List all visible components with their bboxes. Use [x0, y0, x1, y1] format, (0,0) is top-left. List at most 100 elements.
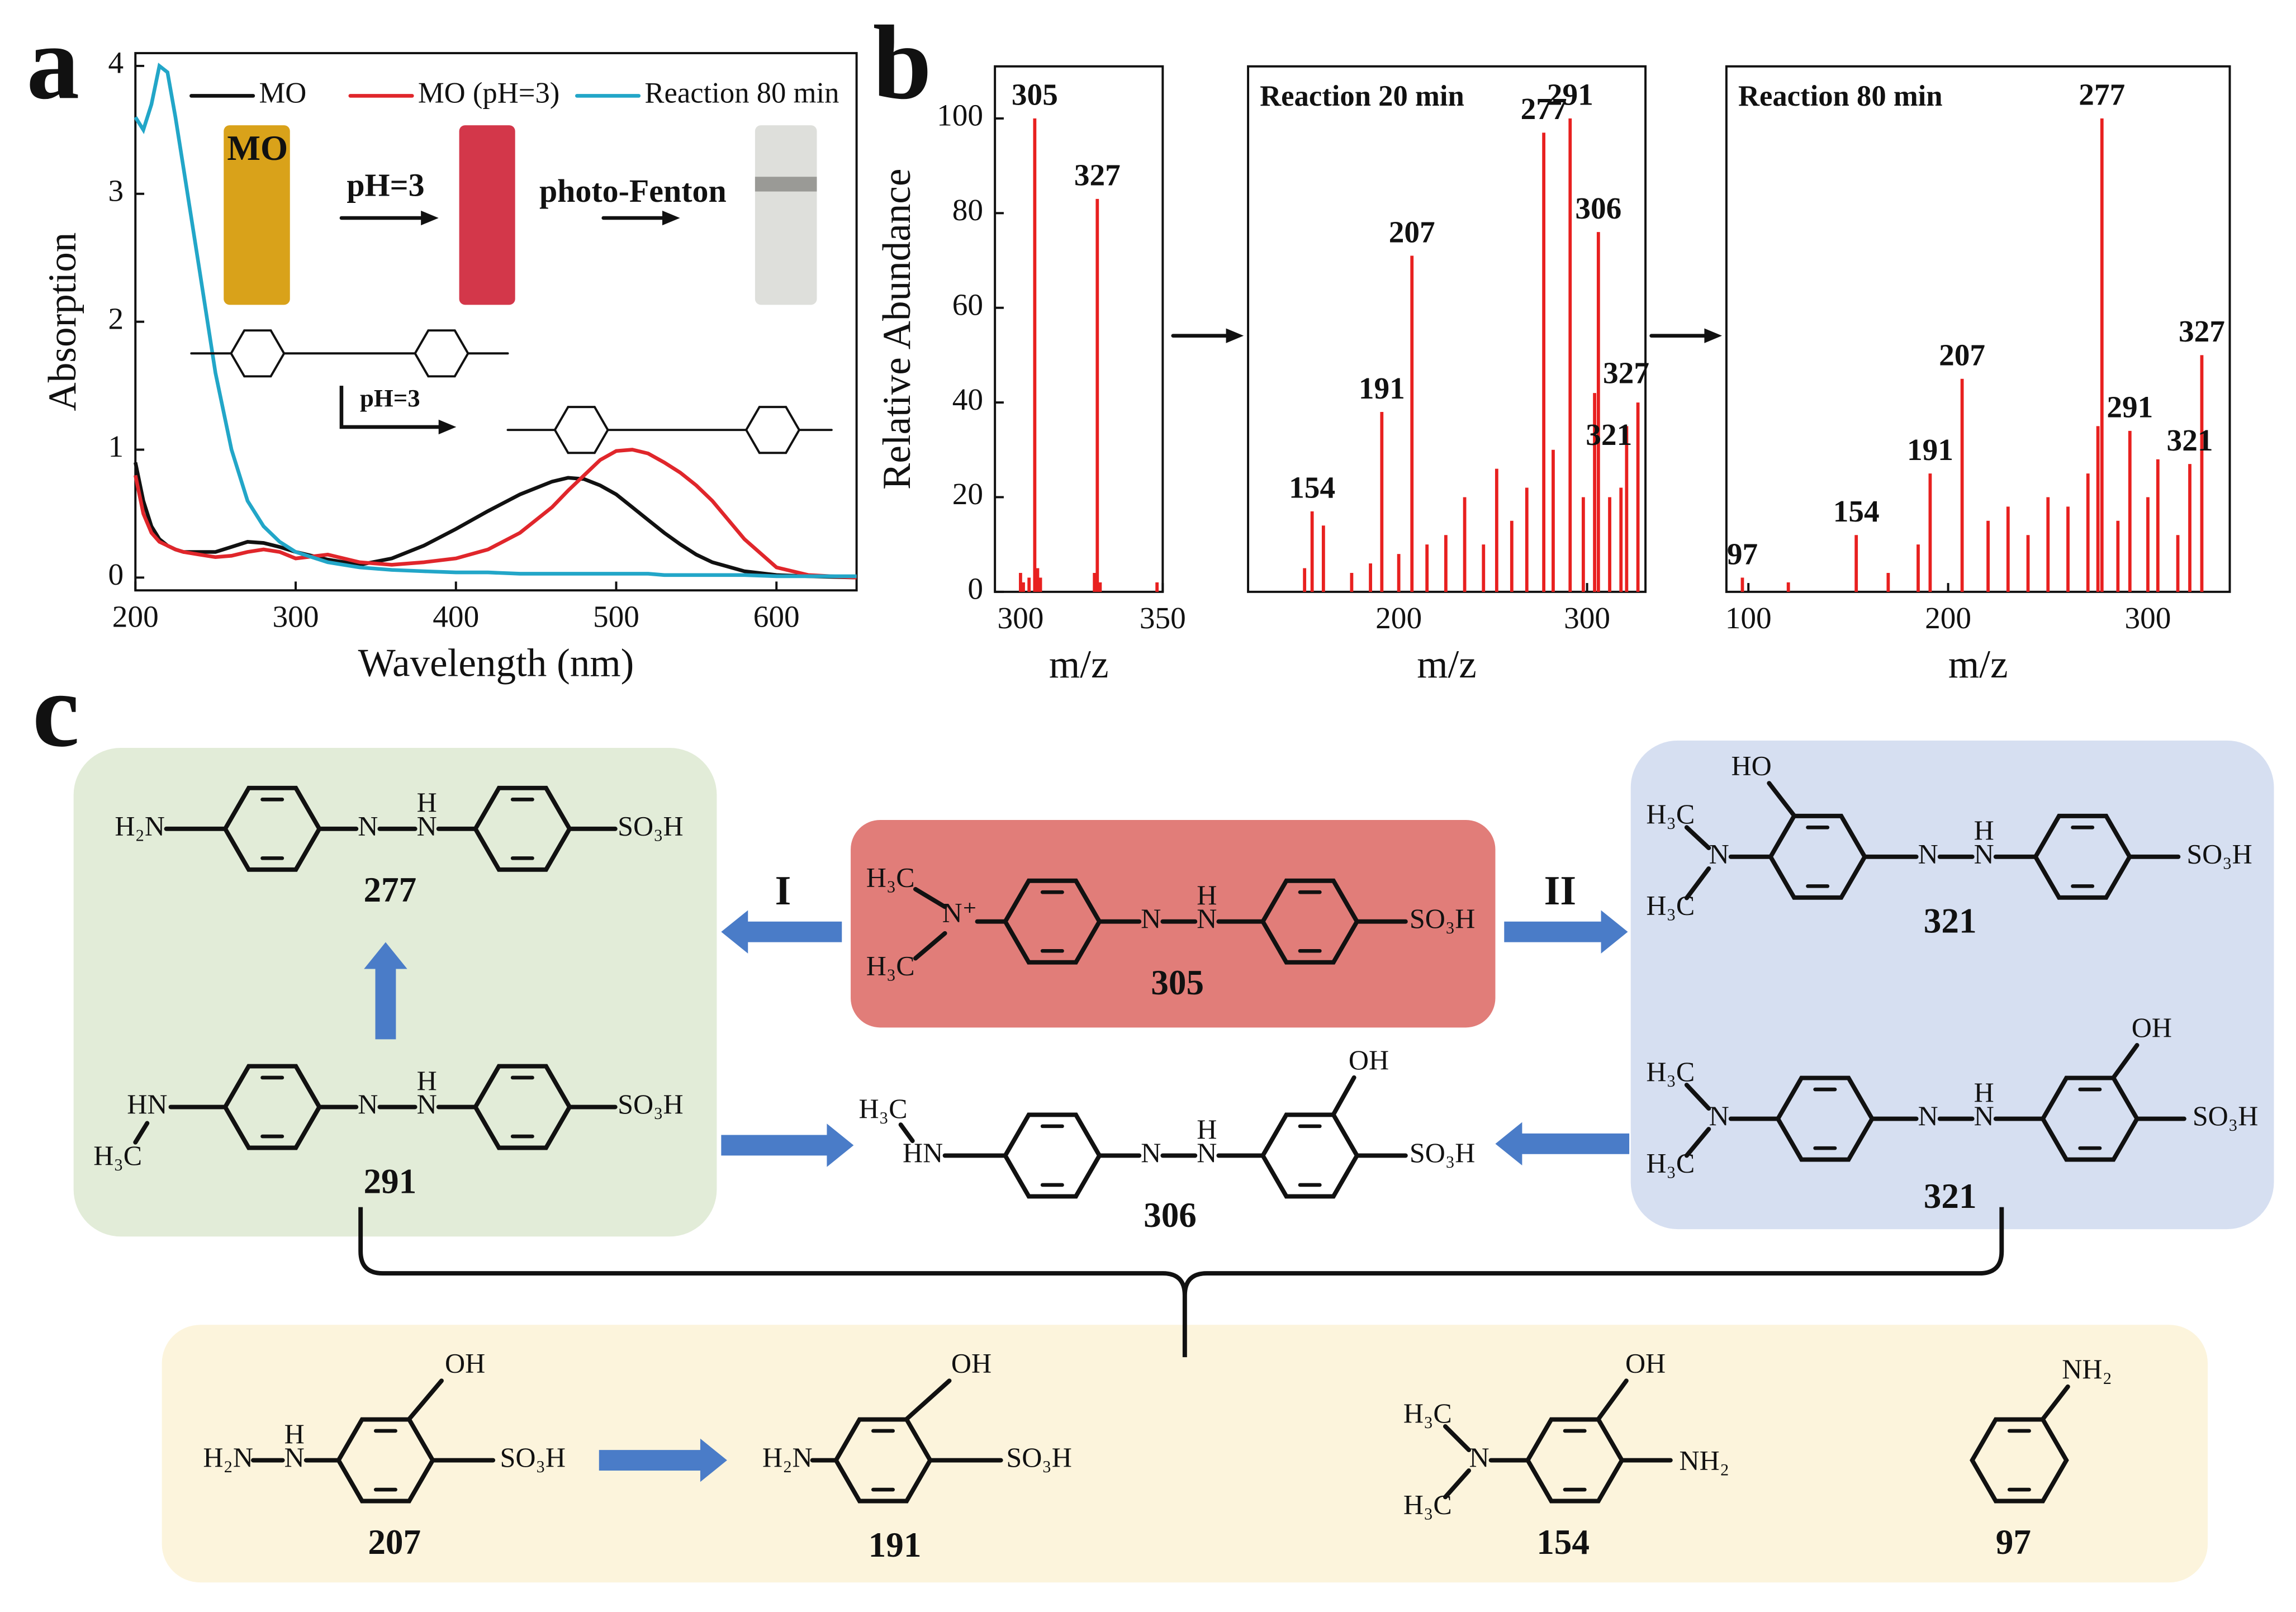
- bond: [133, 1121, 150, 1145]
- y-tick-label: 40: [952, 382, 983, 416]
- peak-label: 191: [1359, 371, 1405, 405]
- vial-band: [755, 177, 817, 192]
- arrow: [1504, 910, 1628, 954]
- x-tick-label: 200: [1375, 601, 1422, 635]
- group-label: OH: [445, 1347, 485, 1378]
- vial-acid: [459, 125, 515, 305]
- x-tick-label: 300: [997, 601, 1043, 635]
- group-label: H₃C: [93, 1140, 142, 1171]
- group-box-ii: [1630, 740, 2274, 1230]
- group-label: OH: [2132, 1012, 2172, 1043]
- group-label: H: [1974, 1077, 1994, 1108]
- group-label: N: [417, 1088, 437, 1120]
- bond: [1684, 1127, 1711, 1158]
- group-label: H₂N: [762, 1442, 813, 1473]
- y-tick-label: 2: [108, 301, 124, 335]
- compound-label: 154: [1536, 1523, 1590, 1562]
- arrow: [721, 1123, 854, 1167]
- vial-mo: [224, 125, 290, 305]
- vial-reacted: [755, 125, 817, 305]
- x-axis-label: m/z: [1049, 643, 1109, 686]
- group-label: NH₂: [1680, 1444, 1730, 1476]
- peak-label: 97: [1727, 537, 1758, 571]
- x-tick-label: 500: [593, 600, 639, 634]
- group-label: H: [417, 786, 437, 818]
- plot-frame: [1725, 65, 2231, 593]
- group-label: N: [1709, 1100, 1729, 1131]
- group-label: H: [1197, 879, 1217, 911]
- arrow-head: [1704, 328, 1722, 343]
- bond: [904, 1378, 952, 1421]
- group-label: OH: [1349, 1044, 1389, 1075]
- group-label: HN: [903, 1137, 943, 1168]
- group-label: SO₃H: [500, 1442, 566, 1473]
- group-label: H: [417, 1065, 437, 1096]
- group-label: SO₃H: [618, 1088, 684, 1120]
- x-tick-label: 400: [433, 600, 479, 634]
- peak-label: 291: [2107, 390, 2153, 424]
- arrow: [599, 1438, 727, 1482]
- group-label: H: [1974, 814, 1994, 846]
- arrow-head: [1226, 328, 1244, 343]
- compound-label: 291: [363, 1162, 416, 1201]
- parent-box: [851, 820, 1496, 1028]
- compound-label: 321: [1924, 1177, 1977, 1216]
- panel-label: b: [873, 4, 932, 121]
- bond: [407, 1378, 444, 1421]
- bond: [1684, 866, 1711, 900]
- x-axis-label: m/z: [1948, 643, 2008, 686]
- compound-label: 191: [869, 1525, 922, 1564]
- y-tick-label: 1: [108, 429, 124, 463]
- y-tick-label: 0: [967, 572, 983, 606]
- plot-frame: [994, 65, 1164, 593]
- peak-label: 291: [1547, 78, 1593, 112]
- x-axis-label: Wavelength (nm): [358, 641, 634, 685]
- x-tick-label: 300: [1564, 601, 1610, 635]
- bond: [2041, 1384, 2070, 1421]
- bent-arrow: [339, 386, 442, 429]
- group-label: H₃C: [1646, 1147, 1695, 1178]
- group-label: SO₃H: [618, 810, 684, 841]
- group-label: SO₃H: [1410, 903, 1476, 934]
- group-label: H₃C: [1646, 890, 1695, 921]
- group-label: H: [284, 1418, 305, 1449]
- group-label: HN: [127, 1088, 167, 1120]
- group-label: H₂N: [203, 1442, 253, 1473]
- arrow: [721, 910, 842, 954]
- x-tick-label: 100: [1725, 601, 1772, 635]
- compound-label: 207: [368, 1523, 421, 1562]
- peak-label: 327: [1074, 158, 1121, 192]
- group-label: N: [358, 1088, 378, 1120]
- legend-label: MO: [259, 77, 306, 109]
- peak-label: 327: [2179, 314, 2225, 348]
- group-label: N: [1918, 1100, 1938, 1131]
- group-label: N: [1197, 903, 1217, 934]
- x-tick-label: 350: [1140, 601, 1186, 635]
- peak-label: 154: [1289, 471, 1335, 505]
- peak-label: 277: [1521, 92, 1567, 126]
- legend-label: MO (pH=3): [418, 77, 559, 109]
- group-label: SO₃H: [1006, 1442, 1072, 1473]
- pathway-label: II: [1544, 867, 1576, 913]
- series-line: [134, 448, 857, 580]
- bond: [1443, 1424, 1472, 1453]
- peak-label: 207: [1939, 338, 1985, 372]
- y-tick-label: 100: [937, 98, 983, 132]
- group-label: H₃C: [1403, 1488, 1452, 1520]
- bond: [1684, 825, 1711, 851]
- group-label: HO: [1732, 750, 1772, 781]
- peak-label: 305: [1012, 78, 1058, 112]
- group-label: N: [1709, 838, 1729, 869]
- peak-label: 277: [2079, 78, 2125, 112]
- group-label: H₃C: [866, 861, 915, 893]
- brace: [358, 1207, 2004, 1358]
- peak-label: 191: [1907, 433, 1953, 467]
- panel-label: c: [32, 652, 79, 769]
- annotation: pH=3: [360, 384, 420, 412]
- arrow-head: [662, 210, 680, 226]
- group-label: H₃C: [1646, 1056, 1695, 1087]
- arrow: [1495, 1122, 1630, 1166]
- y-tick-label: 80: [952, 193, 983, 227]
